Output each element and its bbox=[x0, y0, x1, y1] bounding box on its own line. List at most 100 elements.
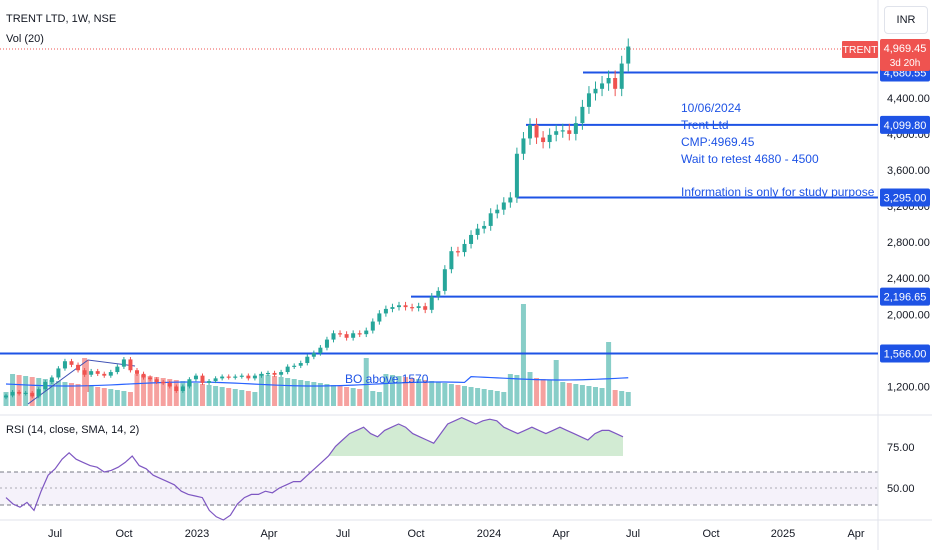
candle-body bbox=[613, 77, 618, 89]
candle-body bbox=[259, 373, 264, 376]
volume-bar bbox=[383, 374, 389, 406]
candle-body bbox=[115, 366, 120, 373]
candle-body bbox=[436, 290, 441, 297]
candle-body bbox=[174, 386, 179, 391]
candle-body bbox=[469, 234, 474, 244]
volume-bar bbox=[625, 392, 631, 406]
volume-bar bbox=[75, 384, 81, 406]
annotation-cmp: CMP:4969.45 bbox=[681, 135, 755, 149]
candle-body bbox=[462, 243, 467, 253]
volume-bar bbox=[540, 379, 546, 406]
candle-body bbox=[495, 209, 500, 214]
level-tag-2: 3,295.00 bbox=[884, 193, 927, 205]
candle-body bbox=[573, 123, 578, 134]
candle-body bbox=[220, 376, 225, 379]
candle-body bbox=[593, 88, 598, 94]
candle-body bbox=[331, 333, 336, 340]
volume-bar bbox=[494, 391, 500, 406]
rsi-overbought-fill bbox=[69, 417, 624, 456]
volume-bar bbox=[95, 387, 101, 406]
candle-body bbox=[442, 269, 447, 291]
ticker-tag-bg bbox=[842, 41, 878, 58]
volume-bar bbox=[285, 378, 291, 406]
volume-bar bbox=[435, 382, 441, 406]
volume-bar bbox=[265, 375, 271, 406]
price-tick-5: 2,400.00 bbox=[887, 273, 930, 285]
candle-body bbox=[501, 202, 506, 210]
candle-body bbox=[10, 391, 15, 396]
volume-bar bbox=[42, 379, 48, 406]
symbol-title: TRENT LTD, 1W, NSE bbox=[6, 13, 117, 25]
level-tag-1: 4,099.80 bbox=[884, 120, 927, 132]
candle-body bbox=[580, 106, 585, 124]
candle-body bbox=[148, 377, 153, 380]
volume-bar bbox=[206, 385, 212, 406]
volume-bar bbox=[141, 375, 147, 406]
candle-body bbox=[62, 361, 67, 369]
volume-bar bbox=[514, 375, 520, 406]
candle-body bbox=[279, 372, 284, 375]
candle-body bbox=[305, 356, 310, 364]
candle-body bbox=[36, 389, 41, 397]
candle-body bbox=[586, 93, 591, 107]
candle-body bbox=[193, 375, 198, 380]
volume-bar bbox=[252, 392, 258, 406]
volume-bar bbox=[429, 381, 435, 406]
volume-bar bbox=[62, 382, 68, 406]
candle-body bbox=[416, 306, 421, 309]
time-tick-2: 2023 bbox=[185, 528, 209, 540]
time-tick-4: Jul bbox=[336, 528, 350, 540]
annotation-plan: Wait to retest 4680 - 4500 bbox=[681, 152, 819, 166]
candle-body bbox=[508, 197, 513, 203]
candle-body bbox=[357, 333, 362, 335]
volume-bar bbox=[108, 389, 114, 406]
volume-bar bbox=[49, 380, 55, 406]
volume-bar bbox=[167, 379, 173, 406]
candle-body bbox=[121, 359, 126, 367]
volume-bar bbox=[226, 388, 232, 406]
price-tick-6: 2,000.00 bbox=[887, 309, 930, 321]
candle-body bbox=[56, 368, 61, 378]
price-tick-2: 3,600.00 bbox=[887, 165, 930, 177]
candle-body bbox=[4, 395, 8, 398]
candle-body bbox=[108, 372, 113, 376]
candle-body bbox=[547, 134, 552, 143]
volume-bar bbox=[180, 381, 186, 406]
candle-body bbox=[449, 251, 454, 270]
volume-bar bbox=[488, 390, 494, 406]
volume-bar bbox=[337, 386, 343, 406]
rsi-tick-50: 50.00 bbox=[887, 483, 915, 495]
candle-body bbox=[410, 307, 415, 309]
time-tick-3: Apr bbox=[260, 528, 277, 540]
candle-body bbox=[285, 366, 290, 373]
candle-body bbox=[324, 339, 329, 348]
time-tick-0: Jul bbox=[48, 528, 62, 540]
candle-body bbox=[76, 364, 81, 371]
candle-body bbox=[344, 334, 349, 338]
breakout-note: BO above 1570 bbox=[345, 372, 429, 386]
candle-body bbox=[30, 392, 35, 397]
volume-bar bbox=[344, 387, 350, 406]
level-tag-bg-2 bbox=[880, 188, 930, 207]
level-tag-bg-3 bbox=[880, 287, 930, 306]
volume-bar bbox=[475, 388, 481, 406]
last-price-tag-bg bbox=[880, 39, 930, 71]
candle-body bbox=[567, 130, 572, 134]
candle-body bbox=[167, 382, 172, 387]
candle-body bbox=[429, 296, 434, 310]
annotation-disclaimer: Information is only for study purpose bbox=[681, 185, 875, 199]
candle-body bbox=[23, 392, 28, 394]
candle-body bbox=[626, 46, 631, 64]
volume-bar bbox=[121, 391, 127, 406]
volume-bars bbox=[3, 304, 631, 406]
candle-body bbox=[200, 375, 205, 383]
volume-bar bbox=[442, 383, 448, 406]
volume-bar bbox=[160, 378, 166, 406]
annotation-date: 10/06/2024 bbox=[681, 101, 741, 115]
currency-button[interactable]: INR bbox=[884, 6, 928, 34]
volume-bar bbox=[553, 360, 559, 406]
volume-bar bbox=[560, 382, 566, 406]
candle-body bbox=[338, 333, 343, 335]
